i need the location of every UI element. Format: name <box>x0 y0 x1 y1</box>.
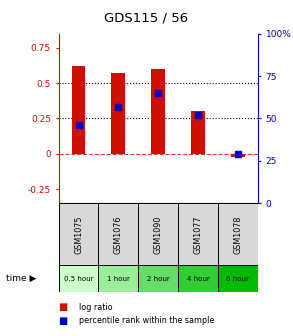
Point <box>76 123 81 128</box>
Text: 6 hour: 6 hour <box>226 276 249 282</box>
Bar <box>98 265 138 292</box>
Text: 0.5 hour: 0.5 hour <box>64 276 93 282</box>
Text: GSM1090: GSM1090 <box>154 215 163 254</box>
Bar <box>191 111 205 154</box>
Point <box>196 112 200 118</box>
Text: GDS115 / 56: GDS115 / 56 <box>104 12 189 25</box>
Text: GSM1077: GSM1077 <box>194 215 202 254</box>
Bar <box>218 203 258 265</box>
Bar <box>59 265 98 292</box>
Bar <box>151 69 165 154</box>
Text: GSM1076: GSM1076 <box>114 215 123 254</box>
Bar <box>111 73 125 154</box>
Bar <box>59 203 98 265</box>
Text: 4 hour: 4 hour <box>187 276 209 282</box>
Bar <box>178 203 218 265</box>
Bar <box>178 265 218 292</box>
Point <box>236 152 240 157</box>
Text: 1 hour: 1 hour <box>107 276 130 282</box>
Text: 2 hour: 2 hour <box>147 276 170 282</box>
Text: time ▶: time ▶ <box>6 275 36 283</box>
Text: log ratio: log ratio <box>79 303 113 312</box>
Text: percentile rank within the sample: percentile rank within the sample <box>79 317 214 325</box>
Bar <box>218 265 258 292</box>
Point <box>116 104 121 109</box>
Text: ■: ■ <box>59 316 68 326</box>
Point <box>156 90 161 96</box>
Bar <box>138 265 178 292</box>
Bar <box>231 154 245 157</box>
Text: GSM1078: GSM1078 <box>234 215 242 254</box>
Bar <box>98 203 138 265</box>
Bar <box>138 203 178 265</box>
Text: GSM1075: GSM1075 <box>74 215 83 254</box>
Bar <box>71 66 86 154</box>
Text: ■: ■ <box>59 302 68 312</box>
